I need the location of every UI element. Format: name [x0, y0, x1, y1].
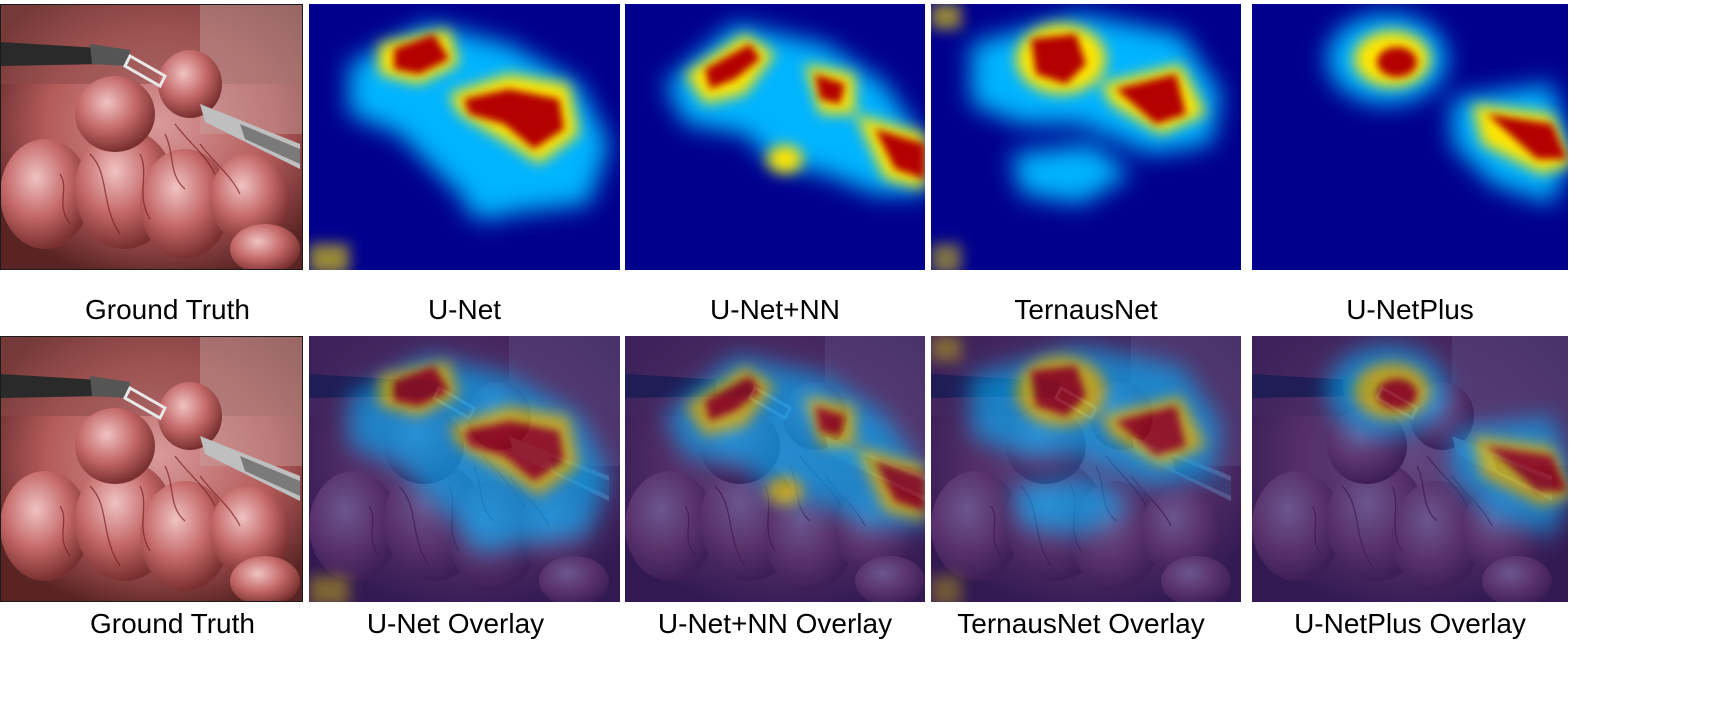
- ternausnet-heatmap: [931, 4, 1241, 270]
- overlay-image: [309, 336, 620, 602]
- surgical-scene-photo: [0, 336, 303, 602]
- caption-unet: U-Net: [427, 294, 502, 325]
- overlay-image: [1252, 336, 1568, 602]
- unetplus-overlay: [1252, 336, 1568, 602]
- ground-truth-image: [0, 4, 303, 270]
- attention-heatmap: [625, 4, 925, 270]
- unet-nn-heatmap: [625, 4, 925, 270]
- caption-ternausnet: TernausNet: [1014, 294, 1158, 325]
- caption-ternausnet-overlay: TernausNet Overlay: [957, 608, 1205, 639]
- attention-heatmap: [309, 4, 620, 270]
- caption-ground-truth: Ground Truth: [85, 294, 250, 325]
- overlay-image: [625, 336, 925, 602]
- unet-heatmap: [309, 4, 620, 270]
- unetplus-heatmap: [1252, 4, 1568, 270]
- caption-ground-truth-2: Ground Truth: [90, 608, 255, 639]
- caption-unetplus-overlay: U-NetPlus Overlay: [1294, 608, 1526, 639]
- surgical-scene-photo: [0, 4, 303, 270]
- unet-nn-overlay: [625, 336, 925, 602]
- attention-heatmap: [1252, 4, 1568, 270]
- overlay-image: [931, 336, 1241, 602]
- caption-unet-nn-overlay: U-Net+NN Overlay: [657, 608, 893, 639]
- ternausnet-overlay: [931, 336, 1241, 602]
- ground-truth-image: [0, 336, 303, 602]
- caption-unetplus: U-NetPlus: [1346, 294, 1474, 325]
- attention-heatmap: [931, 4, 1241, 270]
- caption-unet-overlay: U-Net Overlay: [366, 608, 545, 639]
- caption-unet-nn: U-Net+NN: [710, 294, 840, 325]
- unet-overlay: [309, 336, 620, 602]
